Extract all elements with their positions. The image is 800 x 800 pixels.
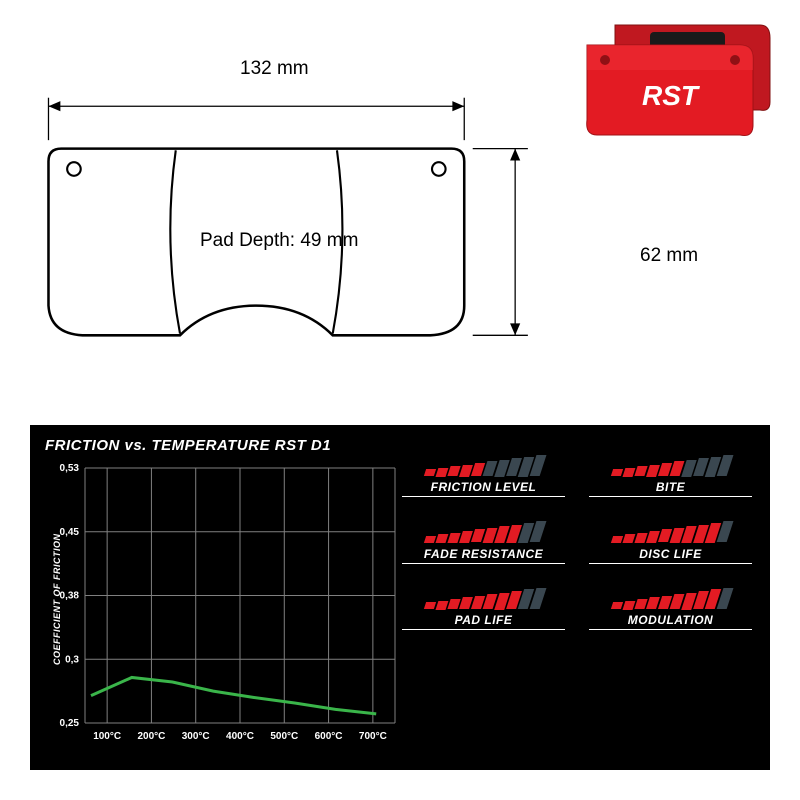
ratings-grid: FRICTION LEVEL BITE FADE RESISTANCE DISC LI…: [402, 455, 752, 630]
rating-bars: [425, 521, 543, 542]
rating-item: PAD LIFE: [402, 588, 565, 630]
chart-title: FRICTION vs. TEMPERATURE RST D1: [45, 437, 755, 454]
rating-bars: [612, 521, 730, 542]
dimensions-section: RST 132 mm 62 mm Pad Depth: 49 mm: [0, 0, 800, 410]
width-dimension-label: 132 mm: [240, 58, 309, 80]
rating-bar: [622, 601, 635, 610]
rating-bars: [425, 455, 543, 476]
rating-bars: [612, 455, 730, 476]
rating-bar: [435, 601, 448, 610]
rating-label: BITE: [589, 480, 752, 497]
svg-text:0,25: 0,25: [60, 718, 80, 729]
brand-logo: RST: [642, 80, 701, 111]
dimension-drawing: [40, 60, 600, 390]
height-dimension-label: 62 mm: [640, 245, 698, 267]
depth-dimension-label: Pad Depth: 49 mm: [200, 230, 358, 252]
rating-bars: [425, 588, 543, 609]
rating-bar: [622, 534, 635, 543]
rating-bar: [423, 536, 435, 543]
svg-text:0,45: 0,45: [60, 527, 80, 538]
rating-bar: [435, 534, 448, 543]
svg-text:200°C: 200°C: [137, 731, 165, 742]
rating-item: DISC LIFE: [589, 521, 752, 563]
rating-label: MODULATION: [589, 613, 752, 630]
product-image: RST: [575, 10, 775, 140]
rating-label: FRICTION LEVEL: [402, 480, 565, 497]
rating-label: FADE RESISTANCE: [402, 547, 565, 564]
svg-text:700°C: 700°C: [359, 731, 387, 742]
rating-bar: [447, 466, 460, 476]
rating-bar: [634, 466, 647, 476]
rating-bar: [610, 602, 622, 609]
performance-section: FRICTION vs. TEMPERATURE RST D1 COEFFICI…: [30, 425, 770, 770]
rating-bar: [610, 469, 622, 476]
rating-bar: [447, 533, 460, 543]
rating-item: FADE RESISTANCE: [402, 521, 565, 563]
rating-bars: [612, 588, 730, 609]
rating-label: PAD LIFE: [402, 613, 565, 630]
rating-item: MODULATION: [589, 588, 752, 630]
rating-label: DISC LIFE: [589, 547, 752, 564]
rating-bar: [610, 536, 622, 543]
rating-bar: [634, 533, 647, 543]
rating-item: BITE: [589, 455, 752, 497]
svg-text:400°C: 400°C: [226, 731, 254, 742]
friction-chart: 0,53 0,45 0,38 0,3 0,25 100°C 200°C 300°C 400°C 5…: [45, 463, 405, 753]
svg-text:0,38: 0,38: [60, 591, 80, 602]
svg-text:0,3: 0,3: [65, 654, 79, 665]
rating-bar: [622, 468, 635, 477]
svg-text:500°C: 500°C: [270, 731, 298, 742]
svg-text:100°C: 100°C: [93, 731, 121, 742]
svg-text:600°C: 600°C: [315, 731, 343, 742]
svg-text:300°C: 300°C: [182, 731, 210, 742]
rating-bar: [423, 602, 435, 609]
rating-item: FRICTION LEVEL: [402, 455, 565, 497]
rating-bar: [423, 469, 435, 476]
rating-bar: [435, 468, 448, 477]
svg-text:0,53: 0,53: [60, 463, 80, 474]
